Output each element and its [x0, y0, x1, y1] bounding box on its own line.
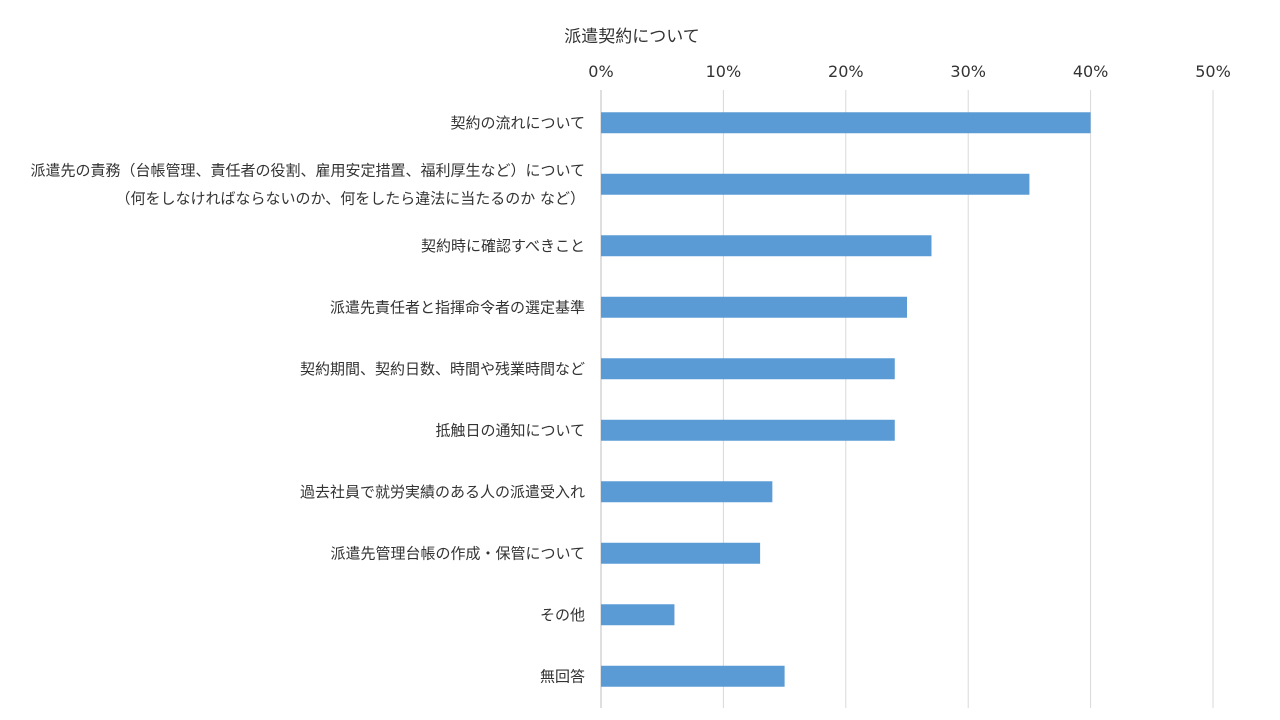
bar [601, 604, 675, 626]
category-labels: 契約の流れについて派遣先の責務（台帳管理、責任者の役割、雇用安定措置、福利厚生な… [30, 114, 585, 686]
bar [601, 481, 773, 503]
x-tick-label: 20% [828, 62, 864, 81]
category-label: 派遣先管理台帳の作成・保管について [330, 544, 585, 562]
bar [601, 296, 907, 318]
x-axis-ticks: 0% 10% 20% 30% 40% 50% [588, 62, 1230, 81]
bar [601, 173, 1030, 195]
bar [601, 112, 1091, 134]
chart-title: 派遣契約について [564, 27, 700, 47]
category-label: 無回答 [540, 667, 585, 685]
x-tick-label: 50% [1195, 62, 1231, 81]
bars [601, 112, 1091, 687]
bar [601, 358, 895, 380]
x-tick-label: 40% [1073, 62, 1109, 81]
category-label: 契約時に確認すべきこと [421, 237, 585, 255]
bar [601, 235, 932, 257]
category-label: 派遣先責任者と指揮命令者の選定基準 [330, 298, 585, 316]
bar [601, 665, 785, 687]
bar [601, 542, 761, 564]
category-label: 派遣先の責務（台帳管理、責任者の役割、雇用安定措置、福利厚生など）について [30, 161, 585, 179]
category-label: 契約期間、契約日数、時間や残業時間など [300, 360, 585, 378]
x-tick-label: 0% [588, 62, 613, 81]
category-label: その他 [540, 606, 585, 624]
category-label: 過去社員で就労実績のある人の派遣受入れ [300, 483, 585, 501]
category-label: （何をしなければならないのか、何をしたら違法に当たるのか など） [116, 189, 585, 207]
x-tick-label: 30% [950, 62, 986, 81]
category-label: 契約の流れについて [450, 114, 585, 132]
x-tick-label: 10% [706, 62, 742, 81]
category-label: 抵触日の通知について [435, 421, 585, 439]
bar [601, 419, 895, 441]
